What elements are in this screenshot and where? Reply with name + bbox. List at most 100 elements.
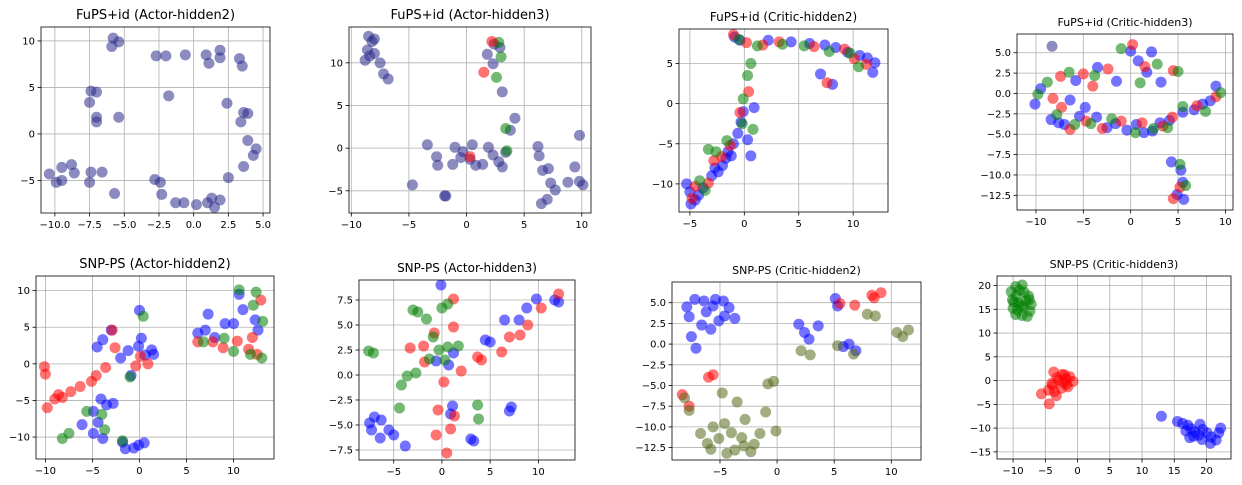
scatter-point-green <box>1023 294 1035 306</box>
scatter-point-blue <box>135 332 147 344</box>
scatter-point-olive <box>832 340 844 352</box>
x-tick-label: −5 <box>1076 217 1091 228</box>
scatter-point-green <box>124 371 136 383</box>
scatter-point-red <box>1102 63 1114 75</box>
y-tick-label: −5 <box>976 400 991 411</box>
scatter-point-red <box>486 36 498 48</box>
y-tick-label: −10 <box>652 179 673 190</box>
scatter-point-blue <box>484 336 496 348</box>
scatter-point-navy <box>364 50 376 62</box>
panel-title: SNP-PS (Critic-hidden2) <box>732 264 861 277</box>
scatter-point-red <box>496 346 508 358</box>
y-tick-label: −12.5 <box>635 443 666 454</box>
scatter-point-red <box>448 410 460 422</box>
x-tick-label: 5 <box>521 220 527 231</box>
y-tick-label: −15 <box>970 447 991 458</box>
y-tick-label: 5 <box>24 323 30 334</box>
y-tick-label: −5.0 <box>987 130 1011 141</box>
scatter-point-red <box>1191 100 1203 112</box>
scatter-point-blue <box>375 414 387 426</box>
scatter-point-red <box>1057 376 1069 388</box>
scatter-point-green <box>699 184 711 196</box>
points-layer <box>363 280 565 459</box>
scatter-point-blue <box>228 318 240 330</box>
scatter-point-blue <box>97 334 109 346</box>
scatter-point-red <box>1043 398 1055 410</box>
scatter-point-blue <box>867 66 879 78</box>
x-tick-label: −5 <box>683 219 698 230</box>
plot-frame <box>996 275 1232 460</box>
scatter-point-navy <box>170 197 182 209</box>
scatter-point-blue <box>700 306 712 318</box>
scatter-point-navy <box>533 150 545 162</box>
scatter-point-green <box>394 402 405 414</box>
plot-frame <box>678 28 889 213</box>
x-tick-label: 20 <box>1200 466 1213 477</box>
plot-frame <box>671 281 922 461</box>
scatter-point-blue <box>742 134 754 146</box>
scatter-point-red <box>1167 193 1179 205</box>
x-tick-label: 0 <box>1127 217 1133 228</box>
scatter-point-blue <box>122 345 134 357</box>
scatter-point-blue <box>1070 74 1082 86</box>
scatter-point-green <box>742 70 754 82</box>
points-layer <box>359 30 589 210</box>
scatter-point-green <box>427 331 439 343</box>
scatter-point-green <box>197 336 209 348</box>
scatter-point-olive <box>770 425 782 437</box>
scatter-point-red <box>1048 386 1060 398</box>
scatter-point-blue <box>468 435 480 447</box>
y-tick-label: 15 <box>978 305 991 316</box>
scatter-point-olive <box>739 413 751 425</box>
y-tick-label: −5 <box>328 186 343 197</box>
y-tick-label: −10 <box>970 424 991 435</box>
scatter-point-green <box>733 33 745 45</box>
scatter-point-olive <box>716 387 728 399</box>
x-tick-label: −5 <box>713 467 728 478</box>
scatter-point-navy <box>221 97 233 109</box>
scatter-point-green <box>96 408 108 420</box>
scatter-point-green <box>694 175 706 187</box>
x-tick-label: −5 <box>85 466 100 477</box>
scatter-point-navy <box>1046 40 1058 52</box>
scatter-point-blue <box>690 342 702 354</box>
scatter-point-blue <box>530 293 542 305</box>
scatter-point-green <box>407 304 419 316</box>
scatter-point-blue <box>138 437 150 449</box>
scatter-point-green <box>1014 284 1026 296</box>
scatter-point-green <box>137 310 149 322</box>
scatter-point-red <box>875 287 887 299</box>
scatter-point-navy <box>447 158 459 170</box>
x-tick-label: −10 <box>341 220 362 231</box>
scatter-point-blue <box>107 397 119 409</box>
scatter-point-green <box>745 58 757 70</box>
y-tick-label: 2.5 <box>995 69 1011 80</box>
scatter-point-blue <box>1121 124 1133 136</box>
scatter-point-navy <box>106 41 118 53</box>
scatter-point-blue <box>1184 432 1196 444</box>
y-tick-label: 0.0 <box>337 371 353 382</box>
y-tick-label: −2.5 <box>329 396 353 407</box>
scatter-point-blue <box>1110 75 1122 87</box>
x-tick-label: 5 <box>796 219 802 230</box>
scatter-point-red <box>503 331 515 343</box>
scatter-point-green <box>1085 118 1097 130</box>
y-tick-label: 2.5 <box>337 346 353 357</box>
scatter-point-green <box>228 345 240 357</box>
panel-title: FuPS+id (Critic-hidden2) <box>710 10 857 24</box>
scatter-point-blue <box>1194 418 1206 430</box>
points-layer <box>43 32 262 213</box>
y-tick-label: 5 <box>985 352 991 363</box>
scatter-point-blue <box>219 318 231 330</box>
scatter-point-navy <box>509 112 521 124</box>
scatter-point-navy <box>573 129 585 141</box>
scatter-point-blue <box>366 424 378 436</box>
scatter-point-red <box>109 342 121 354</box>
scatter-point-blue <box>503 405 515 417</box>
scatter-point-green <box>99 424 111 436</box>
scatter-panel-6: SNP-PS (Actor-hidden3) −5 0 5 10 −7.5 −5.0 −2.5… <box>329 261 576 478</box>
scatter-point-red <box>734 106 746 118</box>
scatter-point-blue <box>199 324 211 336</box>
scatter-point-green <box>1115 43 1127 55</box>
